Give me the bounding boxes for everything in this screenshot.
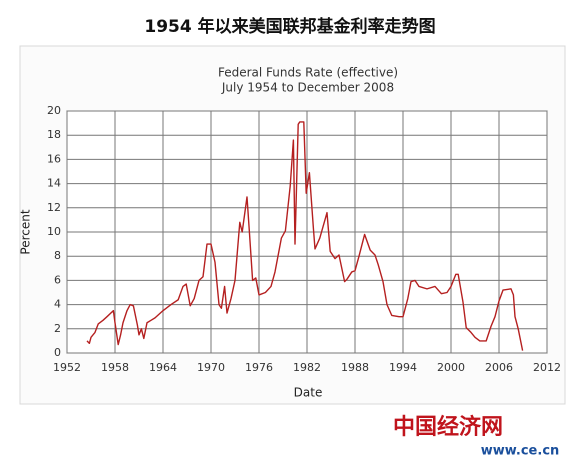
y-tick-label: 6 bbox=[54, 273, 61, 286]
x-tick-label: 2000 bbox=[437, 361, 465, 374]
x-tick-label: 2006 bbox=[485, 361, 513, 374]
x-tick-label: 1964 bbox=[149, 361, 177, 374]
x-tick-label: 2012 bbox=[533, 361, 561, 374]
data-line bbox=[86, 121, 524, 351]
x-tick-label: 1976 bbox=[245, 361, 273, 374]
x-tick-label: 1952 bbox=[53, 361, 81, 374]
y-tick-label: 18 bbox=[47, 128, 61, 141]
x-tick-label: 1982 bbox=[293, 361, 321, 374]
y-tick-label: 20 bbox=[47, 104, 61, 117]
watermark-url: www.ce.cn bbox=[481, 444, 560, 459]
y-tick-label: 12 bbox=[47, 201, 61, 214]
y-tick-label: 2 bbox=[54, 322, 61, 335]
x-tick-label: 1994 bbox=[389, 361, 417, 374]
page-title: 1954 年以来美国联邦基金利率走势图 bbox=[144, 16, 435, 37]
y-tick-label: 4 bbox=[54, 298, 61, 311]
y-tick-label: 10 bbox=[47, 225, 61, 238]
chart-title: Federal Funds Rate (effective) bbox=[218, 66, 398, 80]
chart-subtitle: July 1954 to December 2008 bbox=[221, 81, 394, 95]
x-tick-label: 1958 bbox=[101, 361, 129, 374]
y-tick-label: 0 bbox=[54, 346, 61, 359]
x-tick-label: 1988 bbox=[341, 361, 369, 374]
y-tick-label: 16 bbox=[47, 152, 61, 165]
watermark-logo: 中国经济网 bbox=[393, 414, 503, 440]
y-axis-label: Percent bbox=[19, 209, 33, 254]
y-tick-label: 8 bbox=[54, 249, 61, 262]
x-tick-label: 1970 bbox=[197, 361, 225, 374]
y-tick-label: 14 bbox=[47, 177, 61, 190]
x-axis-label: Date bbox=[294, 386, 323, 400]
